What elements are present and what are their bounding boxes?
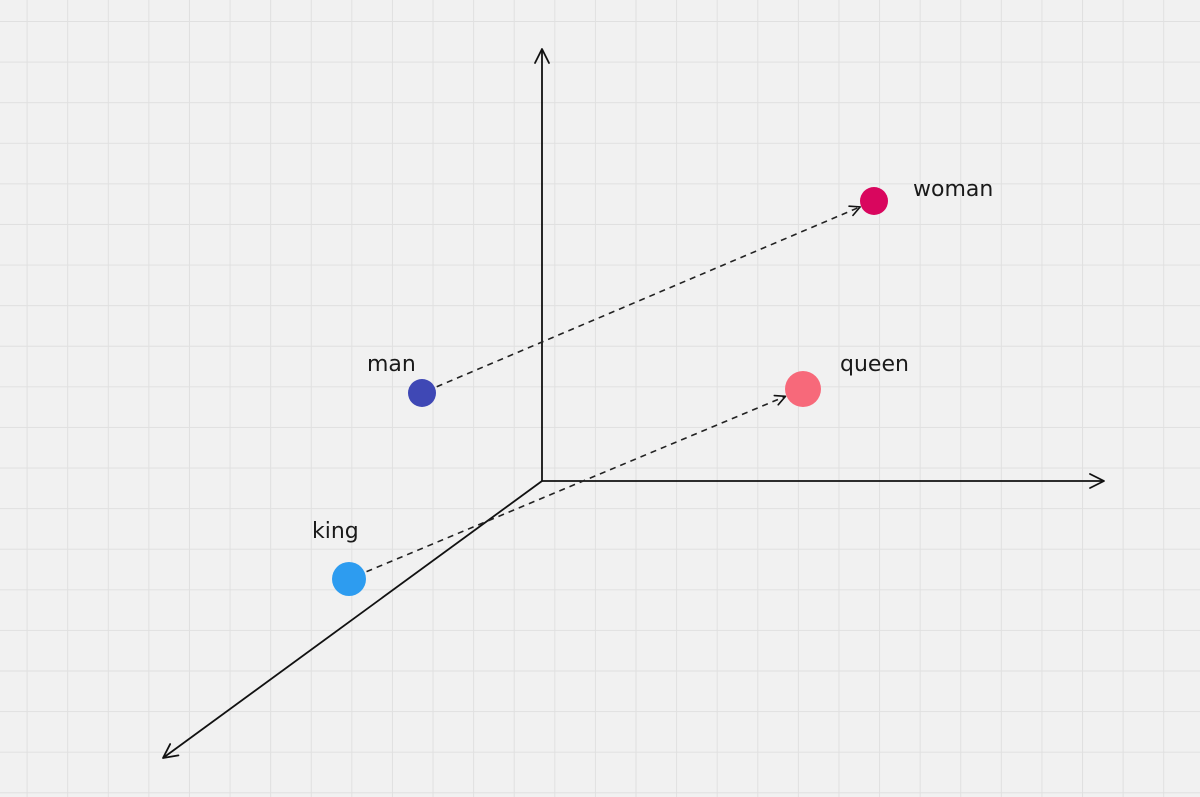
label-man: man bbox=[367, 352, 416, 377]
label-king: king bbox=[312, 519, 359, 544]
z-axis bbox=[162, 480, 543, 759]
relation-arrows bbox=[366, 205, 861, 573]
label-queen: queen bbox=[840, 352, 909, 377]
arrow-man-to-woman bbox=[436, 205, 861, 388]
labels: man woman king queen bbox=[312, 177, 993, 544]
points bbox=[332, 187, 888, 596]
label-woman: woman bbox=[913, 177, 993, 202]
point-queen[interactable] bbox=[785, 371, 821, 407]
axes bbox=[162, 48, 1105, 759]
arrow-king-to-queen bbox=[366, 394, 787, 573]
point-king[interactable] bbox=[332, 562, 366, 596]
point-man[interactable] bbox=[408, 379, 436, 407]
point-woman[interactable] bbox=[860, 187, 888, 215]
